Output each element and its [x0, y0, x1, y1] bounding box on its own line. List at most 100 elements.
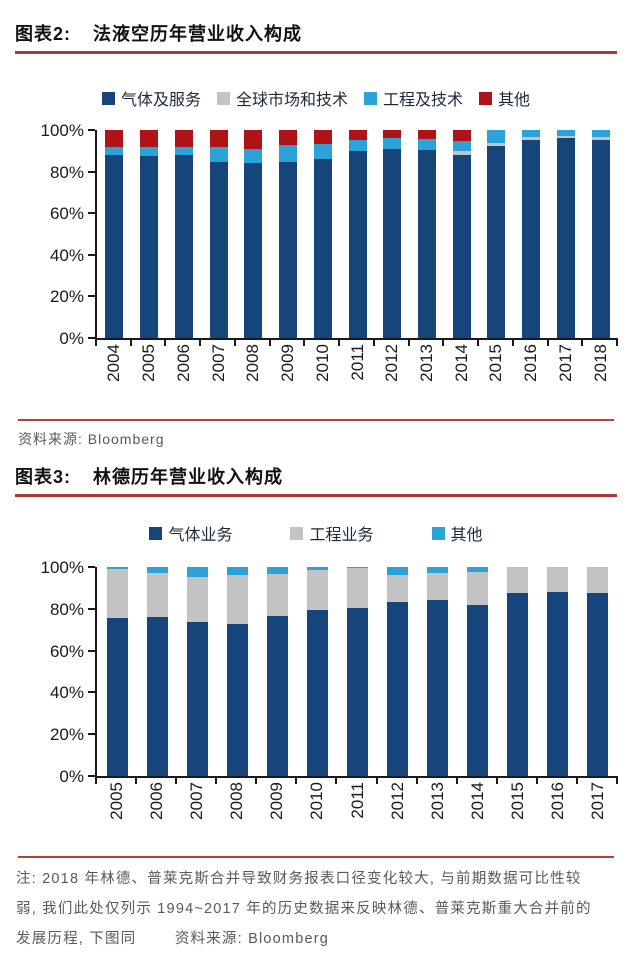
legend-item: 其他 — [479, 86, 530, 110]
bar-2010 — [306, 567, 328, 776]
x-axis-label: 2004 — [104, 344, 124, 382]
legend-color-swatch — [290, 526, 304, 540]
bar-segment — [106, 569, 128, 619]
bar-2014 — [452, 130, 471, 338]
bar-segment — [427, 600, 449, 776]
legend-label: 其他 — [450, 527, 483, 544]
bar-segment — [313, 130, 332, 144]
x-axis-label: 2016 — [547, 782, 567, 820]
x-axis-tick — [375, 777, 378, 784]
y-axis-tick — [88, 607, 95, 610]
bar-2016 — [522, 130, 541, 338]
x-axis-tick — [575, 777, 578, 784]
y-axis-label: 0% — [59, 329, 84, 348]
x-axis-label: 2005 — [139, 344, 159, 382]
footnote-line-text: 发展历程, 下图同 — [16, 931, 137, 947]
bar-segment — [279, 144, 298, 163]
x-axis-label: 2006 — [173, 344, 193, 382]
bar-segment — [547, 592, 569, 776]
figure3-label: 图表3: — [15, 467, 72, 487]
x-axis-tick — [95, 777, 97, 784]
bar-segment — [146, 617, 168, 776]
bar-segment — [591, 137, 610, 141]
bar-segment — [106, 618, 128, 776]
bar-2016 — [547, 567, 569, 776]
bar-segment — [313, 159, 332, 338]
x-axis-tick — [372, 339, 375, 346]
legend-label: 气体及服务 — [120, 92, 201, 109]
x-axis-label: 2007 — [187, 782, 207, 820]
x-axis-label: 2017 — [587, 782, 607, 820]
legend-item: 其他 — [431, 521, 483, 545]
bar-segment — [587, 593, 609, 776]
source-value: Bloomberg — [248, 931, 330, 947]
plot-area — [95, 567, 618, 778]
bar-segment — [306, 609, 328, 776]
bar-2015 — [507, 567, 529, 776]
bar-segment — [467, 572, 489, 605]
bar-segment — [348, 140, 367, 151]
x-axis-tick — [616, 339, 618, 346]
bar-segment — [587, 567, 609, 594]
plot-area — [95, 130, 618, 340]
x-axis-label: 2012 — [382, 344, 402, 382]
figure2-title: 法液空历年营业收入构成 — [93, 24, 303, 44]
bar-segment — [383, 130, 402, 139]
bar-segment — [383, 148, 402, 338]
bar-segment — [347, 568, 368, 608]
figure2-header: 图表2: 法液空历年营业收入构成 — [15, 20, 617, 54]
bar-2010 — [313, 130, 332, 338]
x-axis-label: 2014 — [467, 782, 487, 820]
figure3-chart: 0% 20% 40% 60% 80% 100% 2005 2006 2007 2008 2009 20… — [0, 558, 632, 857]
bar-segment — [266, 567, 288, 575]
separator-line — [18, 419, 614, 421]
bar-segment — [452, 130, 471, 142]
bar-segment — [417, 139, 436, 150]
x-axis-label: 2013 — [427, 782, 447, 820]
bar-segment — [467, 604, 489, 776]
y-axis-label: 60% — [49, 641, 84, 661]
legend-color-swatch — [101, 91, 115, 105]
legend-label: 工程业务 — [309, 527, 374, 544]
x-axis-tick — [95, 339, 97, 346]
y-axis-tick — [88, 295, 95, 298]
bar-2017 — [556, 130, 575, 338]
x-axis-label: 2008 — [227, 782, 247, 820]
x-axis-tick — [477, 339, 480, 346]
legend-label: 气体业务 — [168, 527, 233, 544]
bar-2005 — [140, 130, 159, 338]
legend-color-swatch — [364, 91, 377, 105]
x-axis-label: 2010 — [312, 344, 332, 382]
x-axis-tick — [442, 339, 445, 346]
y-axis-tick — [88, 212, 95, 215]
x-axis-label: 2009 — [278, 344, 298, 382]
y-axis-tick — [88, 649, 95, 652]
bar-2013 — [427, 567, 449, 776]
bar-segment — [209, 130, 228, 147]
bar-segment — [140, 130, 159, 147]
bar-segment — [417, 130, 436, 140]
x-axis-tick — [164, 339, 167, 346]
bar-segment — [174, 146, 193, 155]
y-axis-label: 20% — [49, 287, 84, 307]
legend-color-swatch — [149, 526, 163, 540]
bar-2008 — [244, 130, 263, 338]
x-axis-tick — [335, 777, 338, 784]
x-axis-tick — [581, 339, 584, 346]
figure2-label: 图表2: — [15, 24, 72, 44]
bar-2009 — [266, 567, 288, 776]
x-axis-tick — [407, 339, 410, 346]
bar-segment — [186, 622, 208, 776]
x-axis-tick — [199, 339, 202, 346]
bar-segment — [105, 154, 124, 338]
bar-segment — [556, 136, 575, 139]
legend-color-swatch — [431, 526, 445, 540]
separator-line — [18, 856, 614, 858]
bar-segment — [452, 141, 471, 151]
bar-2015 — [487, 130, 506, 338]
x-axis-label: 2007 — [208, 344, 228, 382]
y-axis-label: 0% — [59, 767, 84, 786]
x-axis-label: 2018 — [590, 344, 610, 382]
figure2-chart: 0% 20% 40% 60% 80% 100% 2004 2005 2006 2007 2008 20… — [0, 121, 632, 420]
bar-segment — [266, 616, 288, 776]
